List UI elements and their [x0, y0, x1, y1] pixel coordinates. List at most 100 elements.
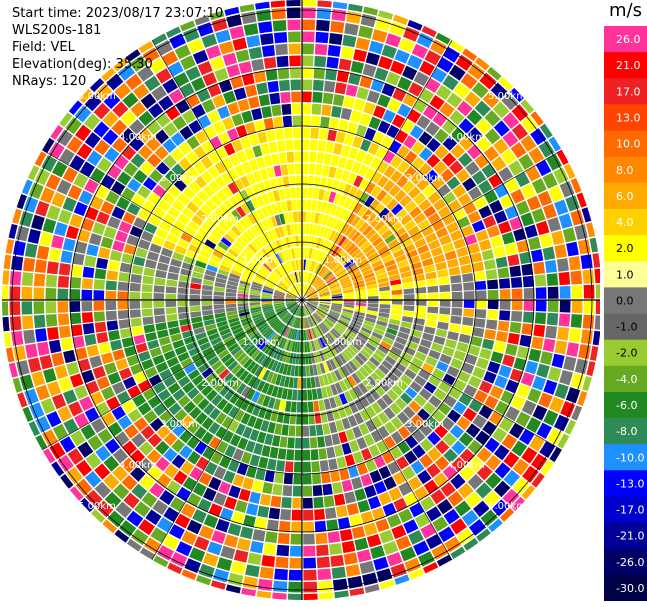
range-gate — [450, 546, 466, 560]
range-gate — [302, 139, 310, 151]
range-gate — [84, 178, 99, 194]
range-gate — [377, 345, 390, 355]
range-gate — [403, 219, 417, 231]
range-ring-label: 2.00km — [201, 378, 239, 389]
range-gate — [277, 67, 290, 80]
range-gate — [340, 107, 352, 121]
range-gate — [271, 435, 281, 447]
range-gate — [302, 425, 310, 437]
range-gate — [321, 104, 332, 117]
range-gate — [546, 153, 562, 171]
range-gate — [208, 332, 220, 341]
range-gate — [253, 70, 267, 83]
range-gate — [421, 225, 434, 237]
range-gate — [342, 333, 353, 343]
range-gate — [327, 531, 341, 544]
range-gate — [267, 191, 276, 203]
range-gate — [94, 268, 107, 280]
range-gate — [68, 100, 83, 115]
range-gate — [240, 339, 251, 349]
range-gate — [501, 149, 517, 165]
range-gate — [84, 255, 97, 268]
range-gate — [194, 15, 210, 26]
range-gate — [112, 101, 129, 118]
range-gate — [376, 272, 388, 280]
range-gate — [481, 338, 495, 350]
range-gate — [168, 88, 184, 104]
range-gate — [379, 304, 391, 309]
range-gate — [374, 324, 387, 332]
range-gate — [239, 526, 254, 540]
range-gate — [286, 0, 301, 7]
range-gate — [364, 317, 376, 324]
colorbar-tick-label: -21.0 — [616, 530, 644, 543]
range-gate — [340, 336, 350, 346]
range-gate — [363, 6, 379, 16]
range-gate — [560, 401, 576, 418]
range-gate — [238, 286, 250, 292]
range-gate — [348, 401, 359, 414]
range-gate — [592, 330, 600, 346]
range-gate — [257, 269, 268, 278]
range-gate — [355, 150, 367, 163]
range-gate — [426, 313, 438, 321]
range-gate — [74, 347, 88, 361]
range-gate — [327, 315, 338, 322]
range-gate — [190, 311, 202, 318]
range-gate — [546, 312, 559, 326]
range-gate — [264, 310, 275, 317]
range-gate — [314, 278, 323, 288]
range-gate — [321, 253, 329, 264]
range-gate — [236, 462, 249, 476]
range-gate — [314, 250, 321, 261]
colorbar-swatch — [604, 261, 647, 288]
range-gate — [379, 308, 391, 314]
range-gate — [57, 406, 73, 422]
range-gate — [155, 227, 168, 239]
range-gate — [201, 305, 213, 311]
range-gate — [459, 465, 475, 481]
range-gate — [363, 272, 375, 280]
range-gate — [328, 458, 338, 471]
range-gate — [305, 259, 309, 271]
range-gate — [275, 201, 283, 214]
range-gate — [435, 261, 448, 271]
range-gate — [179, 125, 194, 140]
range-gate — [427, 292, 439, 300]
range-gate — [423, 479, 439, 495]
range-gate — [418, 198, 432, 212]
range-gate — [389, 140, 402, 154]
range-gate — [433, 335, 446, 346]
range-gate — [265, 68, 278, 81]
range-gate — [299, 283, 302, 295]
range-gate — [262, 482, 273, 495]
range-gate — [308, 260, 313, 271]
range-gate — [11, 255, 24, 271]
range-gate — [315, 311, 325, 319]
range-gate — [254, 119, 265, 132]
range-gate — [139, 547, 155, 560]
range-gate — [273, 165, 282, 177]
range-gate — [163, 432, 178, 447]
range-gate — [457, 192, 472, 207]
range-gate — [165, 307, 177, 315]
range-gate — [403, 294, 415, 300]
range-gate — [271, 153, 280, 166]
range-gate — [142, 47, 160, 64]
range-gate — [319, 226, 326, 238]
range-gate — [41, 155, 58, 172]
range-gate — [260, 355, 269, 367]
range-gate — [285, 236, 291, 248]
range-gate — [315, 282, 325, 290]
range-gate — [322, 92, 334, 105]
range-gate — [240, 316, 252, 324]
range-gate — [276, 285, 287, 292]
range-gate — [180, 460, 195, 475]
range-gate — [122, 211, 136, 225]
range-gate — [280, 338, 287, 350]
range-gate — [209, 376, 222, 389]
range-gate — [209, 407, 221, 421]
range-gate — [259, 324, 270, 334]
range-gate — [508, 160, 524, 176]
range-gate — [267, 331, 276, 341]
